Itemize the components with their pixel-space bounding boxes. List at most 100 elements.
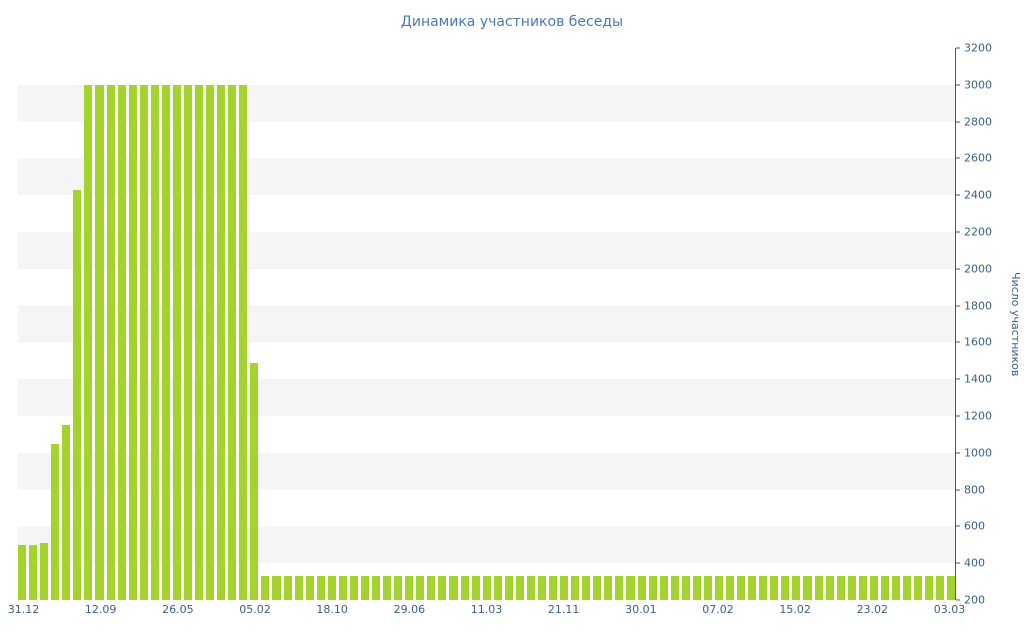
bar — [482, 576, 491, 600]
bar — [770, 576, 779, 600]
bar — [117, 84, 126, 600]
bar — [250, 362, 259, 600]
bar — [73, 189, 82, 600]
y-tick-mark — [956, 341, 960, 343]
bar — [891, 576, 900, 600]
bar — [51, 443, 60, 600]
y-axis-tick-label: 800 — [964, 483, 985, 497]
bar — [438, 576, 447, 600]
bar — [106, 84, 115, 600]
bar — [549, 576, 558, 600]
bar — [305, 576, 314, 600]
bar — [84, 84, 93, 600]
bar — [316, 576, 325, 600]
bar — [637, 576, 646, 600]
bar — [759, 576, 768, 600]
bar — [537, 576, 546, 600]
x-axis-tick-label: 31.12 — [7, 603, 40, 616]
bar — [604, 576, 613, 600]
bar — [648, 576, 657, 600]
bar — [659, 576, 668, 600]
y-axis-tick-label: 1400 — [964, 372, 992, 386]
bar — [748, 576, 757, 600]
bar — [360, 576, 369, 600]
y-tick-mark — [956, 562, 960, 564]
bar — [18, 544, 27, 600]
y-tick-mark — [956, 489, 960, 491]
bar — [825, 576, 834, 600]
bar — [903, 576, 912, 600]
bar — [626, 576, 635, 600]
bar — [150, 84, 159, 600]
x-axis-tick-label: 29.06 — [393, 603, 426, 616]
bar — [504, 576, 513, 600]
y-axis-tick-label: 400 — [964, 556, 985, 570]
y-tick-mark — [956, 121, 960, 123]
x-axis-tick-label: 12.09 — [84, 603, 117, 616]
y-axis-tick-label: 1600 — [964, 335, 992, 349]
bar — [128, 84, 137, 600]
bar — [449, 576, 458, 600]
bar — [814, 576, 823, 600]
bar — [670, 576, 679, 600]
y-tick-mark — [956, 268, 960, 270]
bar — [836, 576, 845, 600]
bar — [183, 84, 192, 600]
bar — [383, 576, 392, 600]
bar — [95, 84, 104, 600]
bar — [792, 576, 801, 600]
bar — [737, 576, 746, 600]
y-axis-tick-label: 1200 — [964, 409, 992, 423]
y-axis-tick-label: 2000 — [964, 262, 992, 276]
bar — [239, 84, 248, 600]
bar — [29, 544, 38, 600]
y-axis-tick-label: 1800 — [964, 299, 992, 313]
bar — [139, 84, 148, 600]
y-tick-mark — [956, 84, 960, 86]
bar — [172, 84, 181, 600]
x-axis-tick-label: 18.10 — [316, 603, 348, 616]
bar — [327, 576, 336, 600]
bar — [925, 576, 934, 600]
bar — [349, 576, 358, 600]
x-axis-tick-label: 11.03 — [470, 603, 503, 616]
bar — [615, 576, 624, 600]
plot-area — [18, 48, 956, 600]
bar — [936, 576, 945, 600]
bar — [394, 576, 403, 600]
bar — [914, 576, 923, 600]
bar — [217, 84, 226, 600]
bar — [681, 576, 690, 600]
bar — [283, 576, 292, 600]
bar — [62, 425, 71, 600]
x-axis-tick-label: 23.02 — [856, 603, 889, 616]
y-tick-mark — [956, 525, 960, 527]
bar — [195, 84, 204, 600]
bar — [427, 576, 436, 600]
chart-title: Динамика участников беседы — [400, 14, 624, 30]
y-axis-tick-label: 200 — [964, 593, 985, 607]
bar — [703, 576, 712, 600]
bar — [847, 576, 856, 600]
x-axis-tick-label: 26.05 — [162, 603, 194, 616]
x-axis-tick-label: 05.02 — [239, 603, 271, 616]
bar — [493, 576, 502, 600]
y-axis-tick-label: 2800 — [964, 115, 992, 129]
y-axis-tick-label: 2200 — [964, 225, 992, 239]
y-tick-mark — [956, 378, 960, 380]
y-axis-tick-label: 3000 — [964, 78, 992, 92]
y-tick-mark — [956, 194, 960, 196]
x-axis-tick-label: 21.11 — [547, 603, 580, 616]
y-tick-mark — [956, 47, 960, 49]
x-axis-labels: 31.12 12.09 26.05 05.02 18.10 29.06 11.03 21.11… — [8, 603, 965, 619]
y-axis-tick-label: 1000 — [964, 446, 992, 460]
x-axis-tick-label: 15.02 — [779, 603, 811, 616]
bar — [714, 576, 723, 600]
y-axis-labels: 200 400 600 800 1000 1200 1400 1600 1800 2000 2200… — [956, 42, 1012, 607]
bar — [272, 576, 281, 600]
bar — [161, 84, 170, 600]
bar — [294, 576, 303, 600]
bar — [471, 576, 480, 600]
bar — [560, 576, 569, 600]
